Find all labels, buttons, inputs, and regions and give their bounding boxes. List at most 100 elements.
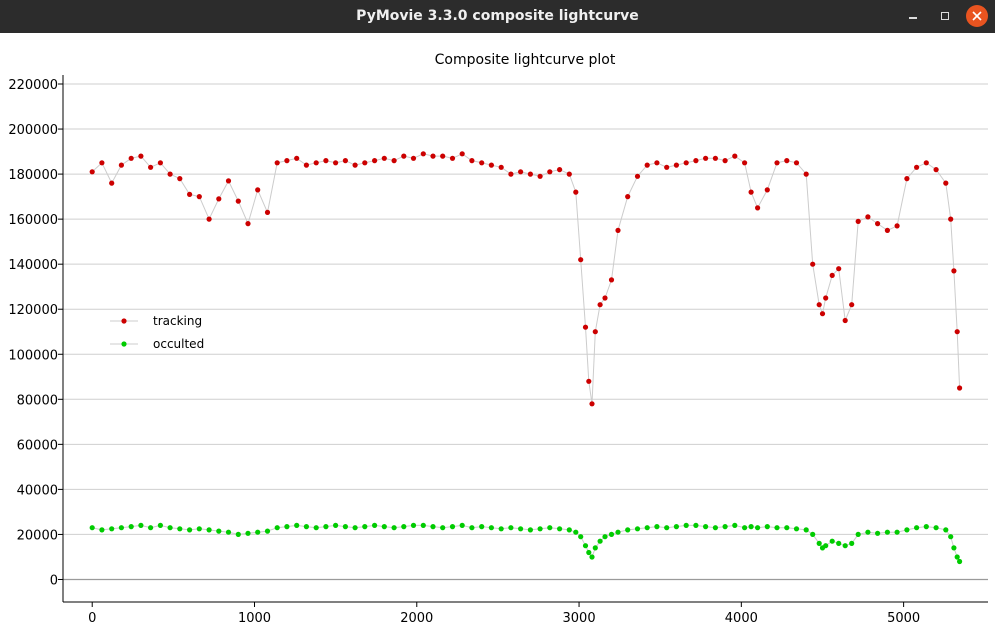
data-point (634, 526, 641, 532)
data-point (578, 257, 584, 263)
data-point (274, 525, 280, 531)
y-tick-label: 80000 (17, 393, 58, 408)
x-tick-label: 3000 (563, 611, 596, 626)
lightcurve-plot[interactable]: Composite lightcurve plot 02000040000600… (0, 33, 995, 628)
data-point (954, 329, 960, 335)
data-point (683, 522, 689, 528)
y-tick-label: 160000 (8, 213, 58, 228)
data-point (957, 558, 963, 565)
data-point (654, 160, 660, 166)
legend-marker (121, 318, 127, 324)
data-point (508, 171, 514, 177)
data-point (557, 526, 563, 532)
data-point (177, 176, 183, 182)
data-point (488, 525, 494, 531)
data-point (235, 531, 241, 537)
series-occulted (89, 522, 963, 565)
series-tracking (89, 151, 963, 407)
data-point (566, 171, 572, 177)
data-point (128, 155, 134, 161)
y-tick-label: 120000 (8, 303, 58, 318)
data-point (352, 162, 358, 168)
data-point (774, 525, 780, 531)
data-point (303, 524, 309, 530)
data-point (764, 187, 770, 193)
data-point (849, 302, 855, 308)
data-point (323, 158, 329, 164)
data-point (410, 155, 417, 161)
data-point (216, 528, 222, 534)
data-point (673, 162, 680, 168)
data-point (138, 153, 144, 159)
data-point (608, 531, 615, 537)
minimize-icon (909, 17, 917, 19)
data-point (586, 378, 592, 384)
maximize-button[interactable] (934, 5, 956, 27)
data-point (430, 524, 436, 530)
data-point (803, 171, 809, 177)
data-point (625, 194, 631, 200)
data-point (187, 191, 193, 197)
data-point (99, 527, 105, 533)
data-point (352, 525, 358, 531)
data-point (819, 311, 826, 317)
data-point (742, 525, 748, 531)
legend-marker (121, 341, 127, 347)
data-point (206, 216, 212, 222)
data-point (401, 153, 407, 159)
data-point (381, 524, 387, 530)
y-tick-label: 20000 (17, 528, 58, 543)
data-point (245, 530, 251, 536)
series-line (92, 524, 961, 562)
data-point (865, 214, 871, 220)
data-point (748, 524, 754, 530)
data-point (703, 524, 709, 530)
data-point (664, 164, 670, 170)
data-point (118, 162, 124, 168)
data-point (342, 158, 348, 164)
data-point (810, 261, 816, 267)
data-point (196, 526, 202, 532)
data-point (755, 525, 761, 531)
close-button[interactable] (966, 5, 988, 27)
data-point (904, 176, 910, 182)
data-point (167, 525, 173, 531)
data-point (284, 524, 290, 530)
data-point (948, 534, 954, 540)
x-tick-label: 2000 (400, 611, 433, 626)
data-point (537, 173, 543, 179)
minimize-button[interactable] (902, 5, 924, 27)
data-point (313, 160, 319, 166)
data-point (589, 554, 595, 560)
data-point (693, 522, 699, 528)
data-point (410, 522, 417, 528)
data-point (951, 268, 957, 274)
data-point (109, 526, 115, 532)
legend: tracking occulted (110, 314, 204, 351)
data-point (479, 160, 485, 166)
data-point (264, 209, 271, 215)
axes: 0200004000060000800001000001200001400001… (8, 75, 988, 626)
data-point (842, 543, 848, 549)
x-tick-label: 0 (88, 611, 96, 626)
data-point (566, 527, 572, 533)
data-point (459, 151, 465, 157)
data-point (634, 173, 641, 179)
data-point (722, 524, 728, 530)
data-point (615, 227, 621, 233)
data-point (508, 525, 514, 531)
data-point (547, 525, 553, 531)
maximize-icon (941, 12, 949, 20)
data-point (362, 160, 368, 166)
data-point (923, 524, 929, 530)
data-point (875, 530, 881, 536)
data-point (732, 522, 738, 528)
legend-label-tracking: tracking (153, 314, 202, 328)
data-point (732, 153, 738, 159)
data-point (943, 180, 949, 186)
data-point (284, 158, 290, 164)
title-bar[interactable]: PyMovie 3.3.0 composite lightcurve (0, 0, 995, 33)
data-point (391, 525, 397, 531)
data-point (836, 540, 842, 546)
